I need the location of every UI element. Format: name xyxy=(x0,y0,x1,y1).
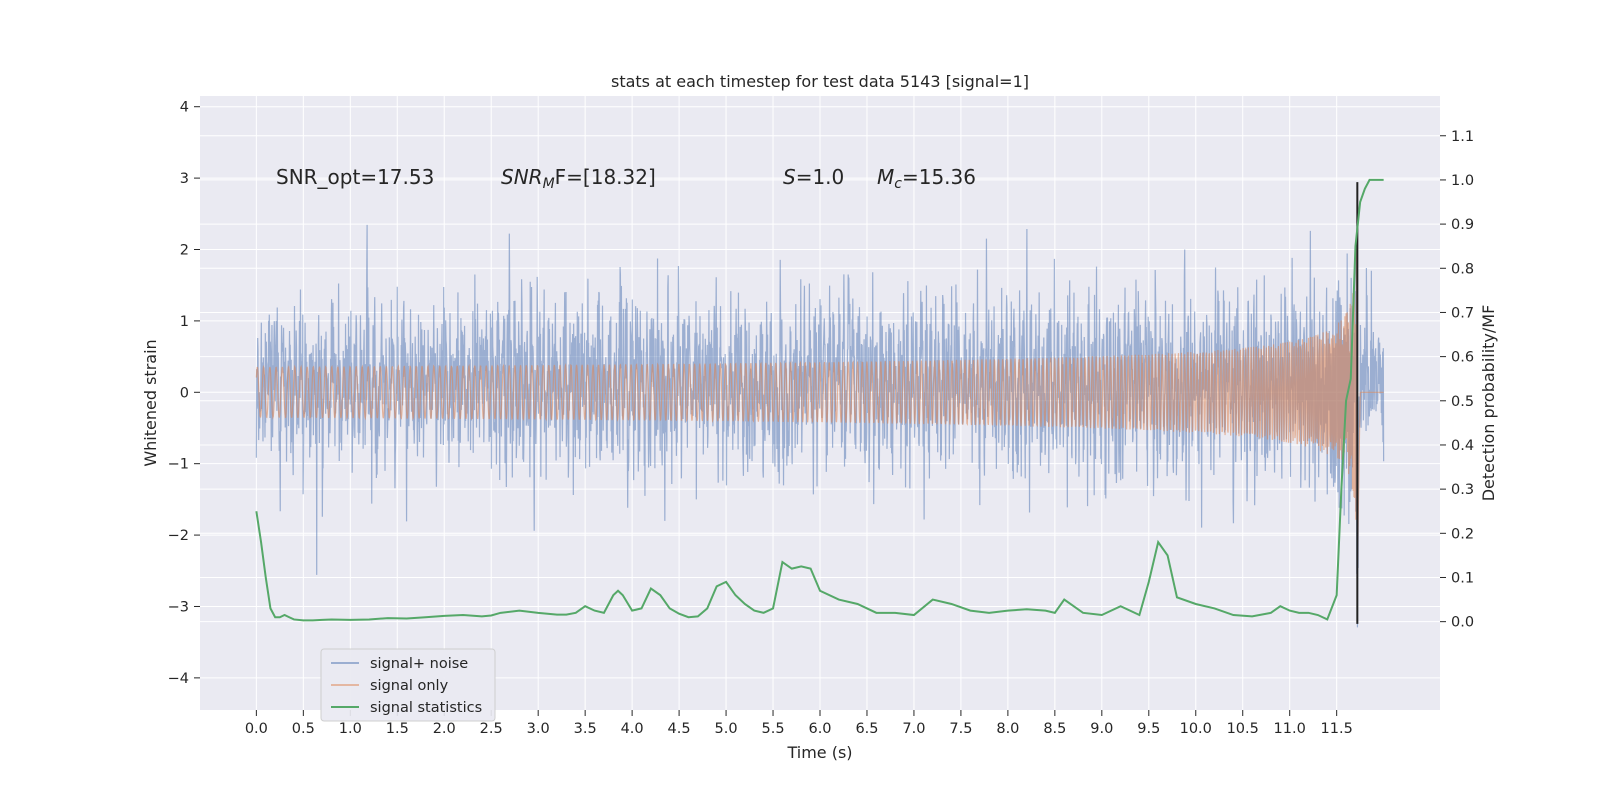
chart-title: stats at each timestep for test data 514… xyxy=(611,72,1029,91)
y-tick-label-right: 1.1 xyxy=(1451,129,1474,145)
y-tick-label-right: 0.6 xyxy=(1451,350,1474,366)
y-tick-label-right: 0.7 xyxy=(1451,305,1474,321)
x-tick-label: 3.5 xyxy=(574,721,597,737)
legend-label-signal: signal only xyxy=(370,678,449,694)
series-signal-noise xyxy=(255,224,1385,628)
x-tick-label: 4.5 xyxy=(668,721,691,737)
y-tick-label-left: −4 xyxy=(168,671,189,687)
x-axis-label: Time (s) xyxy=(786,743,852,762)
x-tick-label: 8.5 xyxy=(1043,721,1066,737)
x-tick-label: 2.5 xyxy=(480,721,503,737)
y-tick-label-right: 1.0 xyxy=(1451,173,1474,189)
y-tick-label-right: 0.3 xyxy=(1451,482,1474,498)
series-signal-only xyxy=(255,236,1384,577)
x-tick-label: 2.0 xyxy=(433,721,456,737)
x-tick-label: 9.0 xyxy=(1090,721,1113,737)
x-tick-label: 8.0 xyxy=(996,721,1019,737)
x-tick-label: 10.5 xyxy=(1227,721,1259,737)
x-tick-label: 11.0 xyxy=(1274,721,1306,737)
y-tick-label-left: 3 xyxy=(180,171,189,187)
y-tick-label-left: 2 xyxy=(180,243,189,259)
x-tick-label: 0.0 xyxy=(245,721,268,737)
legend: signal+ noise signal only signal statist… xyxy=(320,648,496,722)
series-signal-statistics xyxy=(255,178,1384,622)
y-tick-label-right: 0.8 xyxy=(1451,261,1474,277)
y-tick-label-right: 0.2 xyxy=(1451,526,1474,542)
x-tick-label: 9.5 xyxy=(1137,721,1160,737)
x-tick-label: 10.0 xyxy=(1180,721,1212,737)
legend-box xyxy=(320,648,496,722)
x-tick-label: 3.0 xyxy=(527,721,550,737)
x-tick-label: 7.5 xyxy=(949,721,972,737)
x-tick-label: 6.0 xyxy=(808,721,831,737)
y-tick-label-right: 0.5 xyxy=(1451,394,1474,410)
x-tick-label: 5.5 xyxy=(761,721,784,737)
y-tick-label-left: 1 xyxy=(180,314,189,330)
y-tick-label-left: 4 xyxy=(180,100,189,116)
data-layer xyxy=(255,178,1385,628)
annotation-snr-mf: SNRMF=[18.32] xyxy=(501,165,656,192)
y-axis-label-left: Whitened strain xyxy=(141,339,160,466)
y-tick-label-right: 0.4 xyxy=(1451,438,1474,454)
y-tick-label-left: −1 xyxy=(168,457,189,473)
annotation-snr-opt: SNR_opt=17.53 xyxy=(276,165,434,189)
y-tick-label-right: 0.0 xyxy=(1451,615,1474,631)
x-tick-label: 11.5 xyxy=(1321,721,1353,737)
axes: 0.0 0.5 1.0 1.5 2.0 2.5 3.0 3.5 4.0 4.5 5.0 5.5 6.0 6… xyxy=(168,100,1474,737)
annotation-mc: Mc=15.36 xyxy=(877,165,976,192)
x-tick-label: 0.5 xyxy=(292,721,315,737)
x-tick-label: 7.0 xyxy=(902,721,925,737)
y-tick-label-right: 0.9 xyxy=(1451,217,1474,233)
y-tick-label-right: 0.1 xyxy=(1451,570,1474,586)
x-tick-label: 1.5 xyxy=(386,721,409,737)
legend-label-statistics: signal statistics xyxy=(370,700,482,716)
y-axis-label-right: Detection probability/MF xyxy=(1479,305,1498,502)
y-tick-label-left: −3 xyxy=(168,599,189,615)
y-tick-label-left: 0 xyxy=(180,385,189,401)
x-tick-label: 1.0 xyxy=(339,721,362,737)
annotation-s: S=1.0 xyxy=(783,165,844,189)
y-tick-label-left: −2 xyxy=(168,528,189,544)
x-tick-label: 5.0 xyxy=(715,721,738,737)
x-tick-label: 4.0 xyxy=(621,721,644,737)
legend-label-noise: signal+ noise xyxy=(370,656,468,672)
x-tick-label: 6.5 xyxy=(855,721,878,737)
